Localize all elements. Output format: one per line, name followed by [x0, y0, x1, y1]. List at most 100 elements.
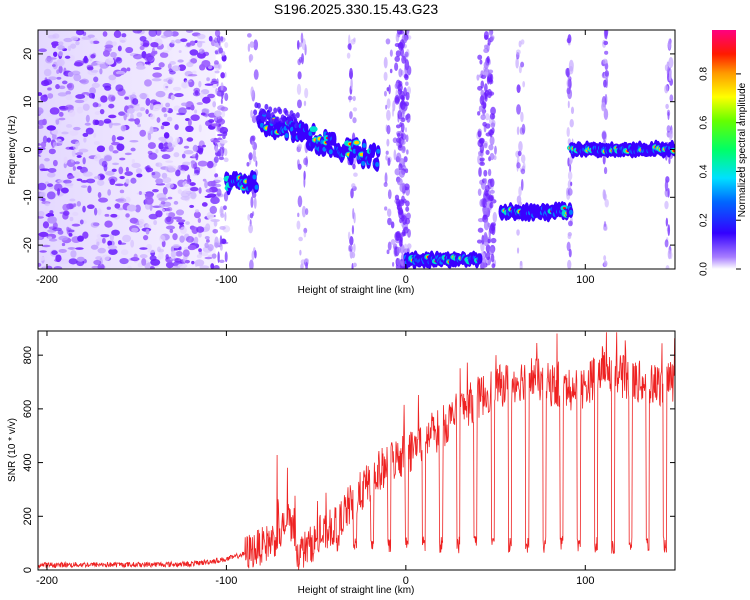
spectrogram-image: [38, 30, 675, 269]
noise-speck: [82, 31, 87, 36]
striation-speck: [249, 259, 254, 269]
noise-speck: [150, 41, 159, 48]
column-speck: [489, 36, 495, 42]
spectrogram-ytick-label: 10: [22, 96, 34, 108]
noise-speck: [208, 119, 215, 123]
noise-speck: [141, 257, 147, 266]
noise-speck: [217, 118, 226, 125]
noise-speck: [84, 122, 91, 126]
noise-speck: [104, 155, 112, 162]
striation-speck: [668, 57, 674, 69]
striation-speck: [224, 92, 229, 102]
noise-speck: [210, 263, 215, 269]
noise-speck: [102, 50, 110, 57]
noise-speck: [153, 104, 164, 109]
noise-speck: [138, 218, 145, 227]
striation-speck: [247, 43, 251, 53]
noise-speck: [54, 117, 58, 120]
column-speck: [396, 132, 401, 138]
noise-speck: [175, 209, 185, 216]
noise-speck: [131, 227, 139, 233]
noise-speck: [43, 79, 53, 86]
noise-speck: [142, 39, 150, 48]
noise-speck: [101, 160, 108, 168]
track-wisp: [294, 122, 299, 129]
colorbar: 0.0 0.2 0.4 0.6 0.8 Normalized spectral ampl…: [699, 30, 748, 276]
noise-speck: [165, 160, 174, 163]
noise-speck: [205, 188, 213, 193]
noise-speck: [121, 33, 127, 38]
noise-speck: [82, 171, 93, 177]
noise-speck: [198, 248, 202, 253]
noise-speck: [162, 176, 172, 184]
noise-speck: [53, 51, 58, 57]
noise-speck: [119, 37, 127, 43]
track-band: [371, 142, 377, 154]
column-speck: [395, 124, 401, 129]
noise-speck: [127, 265, 132, 269]
noise-speck: [111, 168, 117, 172]
column-speck: [489, 135, 495, 146]
noise-speck: [204, 236, 210, 240]
noise-speck: [206, 211, 215, 220]
noise-speck: [134, 204, 141, 213]
noise-speck: [38, 48, 47, 53]
striation-speck: [516, 84, 521, 93]
striation-speck: [248, 152, 253, 161]
noise-speck: [194, 109, 198, 114]
noise-speck: [146, 243, 152, 251]
column-speck: [396, 137, 402, 143]
noise-speck: [118, 166, 124, 175]
noise-speck: [91, 265, 102, 269]
column-speck: [399, 100, 406, 110]
noise-speck: [155, 90, 166, 98]
column-speck: [488, 144, 494, 151]
striation-speck: [394, 62, 399, 71]
noise-speck: [138, 190, 142, 196]
noise-speck: [175, 137, 181, 143]
noise-speck: [129, 139, 139, 143]
striation-speck: [296, 83, 302, 95]
snr-ytick-label: 200: [22, 507, 34, 525]
column-speck: [482, 102, 487, 110]
noise-speck: [102, 31, 108, 37]
striation-speck: [217, 251, 220, 263]
noise-speck: [184, 259, 190, 264]
striation-speck: [303, 100, 307, 107]
spectrogram-xtick-label: -100: [215, 274, 237, 286]
striation-speck: [385, 38, 391, 45]
noise-speck: [48, 76, 57, 81]
noise-speck: [114, 183, 124, 187]
striation-speck: [665, 103, 669, 109]
noise-speck: [61, 131, 69, 135]
striation-speck: [518, 40, 522, 48]
striation-speck: [667, 249, 672, 260]
striation-speck: [403, 243, 408, 250]
noise-speck: [80, 185, 88, 188]
noise-speck: [93, 141, 100, 146]
noise-speck: [47, 167, 57, 173]
striation-speck: [516, 247, 520, 254]
noise-speck: [124, 171, 133, 176]
noise-speck: [189, 204, 195, 208]
striation-speck: [218, 47, 224, 54]
striation-speck: [392, 100, 396, 112]
noise-speck: [118, 242, 127, 245]
striation-speck: [248, 223, 254, 234]
noise-speck: [179, 235, 185, 243]
noise-speck: [88, 92, 95, 99]
striation-speck: [516, 229, 520, 236]
noise-speck: [219, 225, 226, 230]
noise-speck: [57, 45, 65, 51]
spectrogram-ytick-label: 0: [22, 146, 34, 152]
striation-speck: [219, 235, 223, 246]
noise-speck: [56, 69, 60, 75]
noise-speck: [192, 173, 198, 177]
column-speck: [483, 31, 489, 40]
noise-speck: [85, 127, 94, 135]
noise-speck: [38, 143, 42, 146]
noise-speck: [167, 142, 173, 148]
striation-speck: [253, 197, 257, 209]
striation-speck: [667, 187, 670, 198]
